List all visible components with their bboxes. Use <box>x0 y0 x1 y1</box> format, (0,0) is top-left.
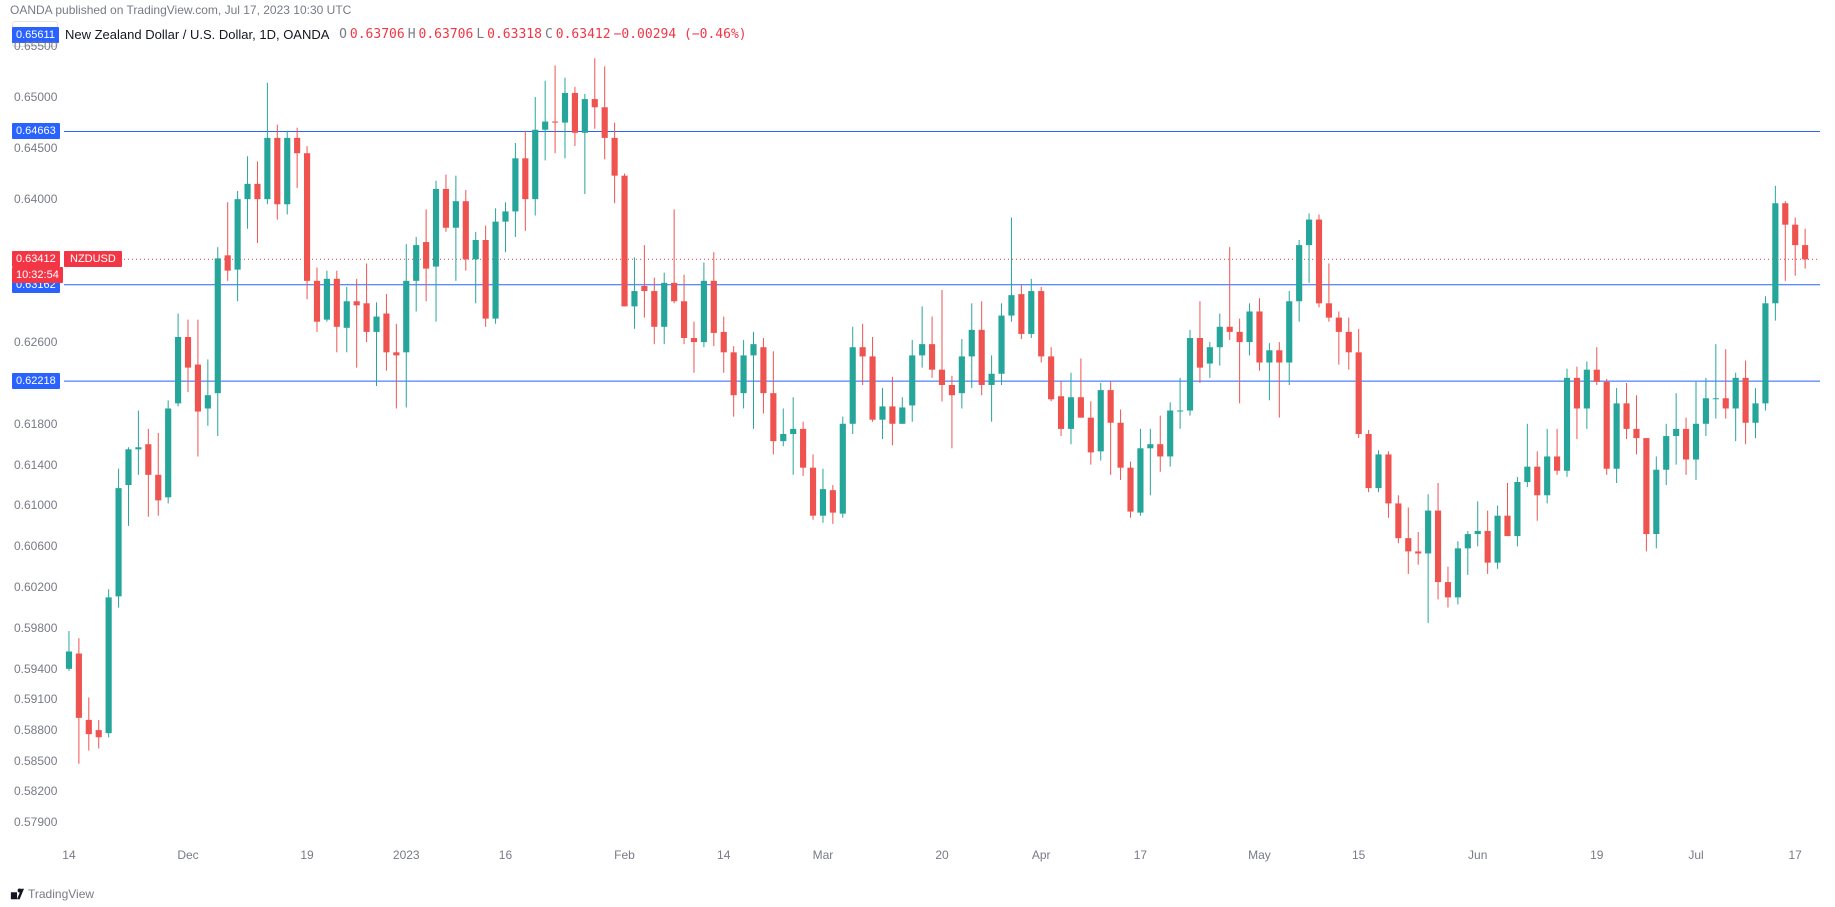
symbol-info-bar: New Zealand Dollar / U.S. Dollar, 1D, OA… <box>12 20 747 48</box>
ohlc-c-value: 0.63412 <box>556 27 611 42</box>
ohlc-o-label: O <box>339 27 347 42</box>
price-label: 0.63412 <box>12 251 60 267</box>
ticker-tag: NZDUSD <box>64 251 122 267</box>
ohlc-h-value: 0.63706 <box>419 27 474 42</box>
y-axis-tick: 0.61400 <box>14 458 57 472</box>
ohlc-change: −0.00294 (−0.46%) <box>614 27 747 42</box>
x-axis-tick: 20 <box>935 848 948 862</box>
candlestick-chart[interactable]: 0.656110.646630.631620.622180.6341210:32… <box>0 46 1835 862</box>
tradingview-footer: TradingView <box>10 887 94 901</box>
ohlc-o-value: 0.63706 <box>350 27 405 42</box>
x-axis-tick: Apr <box>1032 848 1051 862</box>
y-axis-tick: 0.61000 <box>14 498 57 512</box>
x-axis-tick: Mar <box>813 848 834 862</box>
x-axis-tick: 19 <box>1590 848 1603 862</box>
x-axis-tick: May <box>1248 848 1271 862</box>
x-axis-tick: 15 <box>1352 848 1365 862</box>
y-axis-tick: 0.61800 <box>14 417 57 431</box>
hline-label: 0.64663 <box>12 123 60 139</box>
y-axis-tick: 0.58500 <box>14 754 57 768</box>
countdown-label: 10:32:54 <box>12 267 63 283</box>
x-axis-tick: 2023 <box>393 848 420 862</box>
y-axis-tick: 0.59400 <box>14 662 57 676</box>
tradingview-icon <box>10 887 24 901</box>
x-axis-tick: 17 <box>1789 848 1802 862</box>
ohlc-h-label: H <box>408 27 416 42</box>
x-axis-tick: Jul <box>1688 848 1703 862</box>
y-axis-tick: 0.59100 <box>14 692 57 706</box>
x-axis-tick: 14 <box>62 848 75 862</box>
ohlc-l-label: L <box>476 27 484 42</box>
y-axis-tick: 0.58800 <box>14 723 57 737</box>
x-axis-tick: Dec <box>177 848 198 862</box>
x-axis-tick: 17 <box>1134 848 1147 862</box>
y-axis-tick: 0.64500 <box>14 141 57 155</box>
symbol-title: New Zealand Dollar / U.S. Dollar, 1D, OA… <box>65 27 329 42</box>
publish-header: OANDA published on TradingView.com, Jul … <box>10 3 351 17</box>
ohlc-l-value: 0.63318 <box>487 27 542 42</box>
x-axis-tick: 19 <box>300 848 313 862</box>
x-axis-tick: 14 <box>717 848 730 862</box>
y-axis-tick: 0.57900 <box>14 815 57 829</box>
footer-text: TradingView <box>28 887 94 901</box>
x-axis-tick: Jun <box>1468 848 1487 862</box>
hline-label: 0.62218 <box>12 373 60 389</box>
y-axis-tick: 0.62600 <box>14 335 57 349</box>
y-axis-tick: 0.64000 <box>14 192 57 206</box>
y-axis-tick: 0.60600 <box>14 539 57 553</box>
y-axis-tick: 0.58200 <box>14 784 57 798</box>
y-axis-tick: 0.65500 <box>14 39 57 53</box>
x-axis-tick: Feb <box>614 848 635 862</box>
y-axis-tick: 0.59800 <box>14 621 57 635</box>
y-axis-tick: 0.65000 <box>14 90 57 104</box>
x-axis-tick: 16 <box>499 848 512 862</box>
y-axis-tick: 0.60200 <box>14 580 57 594</box>
ohlc-c-label: C <box>545 27 553 42</box>
